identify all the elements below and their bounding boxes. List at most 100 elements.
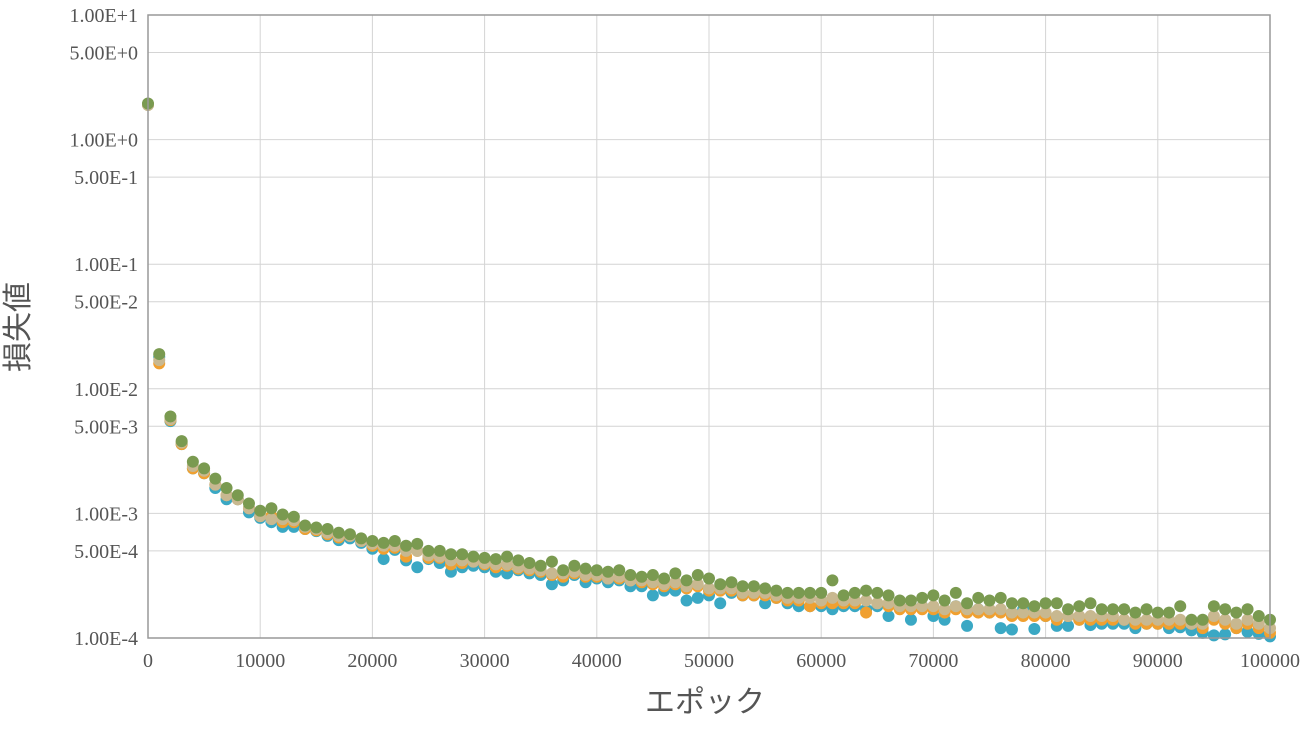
data-point (153, 348, 166, 361)
data-point (961, 619, 974, 632)
data-point (669, 567, 682, 580)
data-point (388, 535, 401, 548)
x-tick-label: 40000 (572, 650, 622, 672)
data-point (781, 586, 794, 599)
data-point (1005, 606, 1018, 619)
data-point (1230, 606, 1243, 619)
data-point (803, 600, 816, 613)
y-tick-label: 1.00E+1 (70, 5, 139, 27)
data-point (545, 578, 558, 591)
data-point (680, 574, 693, 587)
data-point (444, 548, 457, 561)
series-4 (142, 97, 1276, 626)
data-point (714, 578, 727, 591)
data-point (759, 582, 772, 595)
data-point (1140, 613, 1153, 626)
data-point (972, 603, 985, 616)
data-point (826, 574, 839, 587)
data-point (1241, 613, 1254, 626)
plot-frame (147, 14, 1271, 639)
data-point (287, 510, 300, 523)
data-point (714, 597, 727, 610)
data-point (792, 586, 805, 599)
data-point (1084, 610, 1097, 623)
data-point (321, 522, 334, 535)
data-point (1005, 623, 1018, 636)
data-point (848, 586, 861, 599)
x-tick-label: 70000 (908, 650, 958, 672)
data-point (837, 589, 850, 602)
data-point (882, 610, 895, 623)
data-point (467, 550, 480, 563)
data-point (826, 591, 839, 604)
data-point (983, 603, 996, 616)
y-tick-label: 5.00E-3 (74, 416, 138, 438)
data-point (994, 591, 1007, 604)
data-point (512, 554, 525, 567)
data-point (343, 528, 356, 541)
data-point (1118, 613, 1131, 626)
data-point (366, 535, 379, 548)
data-point (646, 589, 659, 602)
data-point (860, 606, 873, 619)
data-point (983, 594, 996, 607)
x-axis-title: エポック (645, 685, 765, 720)
data-point (635, 570, 648, 583)
data-point (1174, 600, 1187, 613)
data-point (489, 553, 502, 566)
data-point (310, 521, 323, 534)
data-point (377, 553, 390, 566)
data-point (1073, 600, 1086, 613)
data-point (669, 576, 682, 589)
data-point (658, 572, 671, 585)
y-tick-label: 1.00E+0 (70, 130, 139, 152)
data-point (680, 594, 693, 607)
data-point (860, 584, 873, 597)
data-point (747, 580, 760, 593)
data-point (198, 462, 211, 475)
data-point (646, 569, 659, 582)
data-point (994, 603, 1007, 616)
data-point (1230, 617, 1243, 630)
data-point (276, 508, 289, 521)
data-point (860, 594, 873, 607)
data-point (1129, 606, 1142, 619)
data-point (613, 564, 626, 577)
data-point (691, 569, 704, 582)
data-point (1207, 600, 1220, 613)
data-point (478, 551, 491, 564)
data-point (691, 578, 704, 591)
data-point (972, 591, 985, 604)
data-point (893, 594, 906, 607)
data-point (1185, 613, 1198, 626)
data-point (377, 536, 390, 549)
data-point (1196, 613, 1209, 626)
data-point (624, 569, 637, 582)
data-point (1106, 603, 1119, 616)
x-tick-label: 0 (143, 650, 153, 672)
data-point (1252, 610, 1265, 623)
y-tick-label: 1.00E-4 (74, 628, 138, 650)
data-point (1219, 603, 1232, 616)
data-point (1219, 613, 1232, 626)
data-point (703, 582, 715, 595)
data-point (1017, 606, 1030, 619)
data-point (1005, 597, 1018, 610)
data-point (1062, 603, 1075, 616)
x-tick-label: 60000 (796, 650, 846, 672)
data-point (1039, 597, 1052, 610)
data-point (938, 594, 951, 607)
y-tick-label: 1.00E-3 (74, 503, 138, 525)
data-point (916, 591, 929, 604)
x-tick-label: 90000 (1133, 650, 1183, 672)
data-point (703, 572, 715, 585)
data-point (815, 586, 828, 599)
data-point (602, 565, 615, 578)
data-point (994, 622, 1007, 635)
data-point (1207, 629, 1220, 642)
data-point (938, 603, 951, 616)
x-tick-label: 50000 (684, 650, 734, 672)
data-point (579, 562, 592, 575)
data-point (422, 544, 435, 557)
